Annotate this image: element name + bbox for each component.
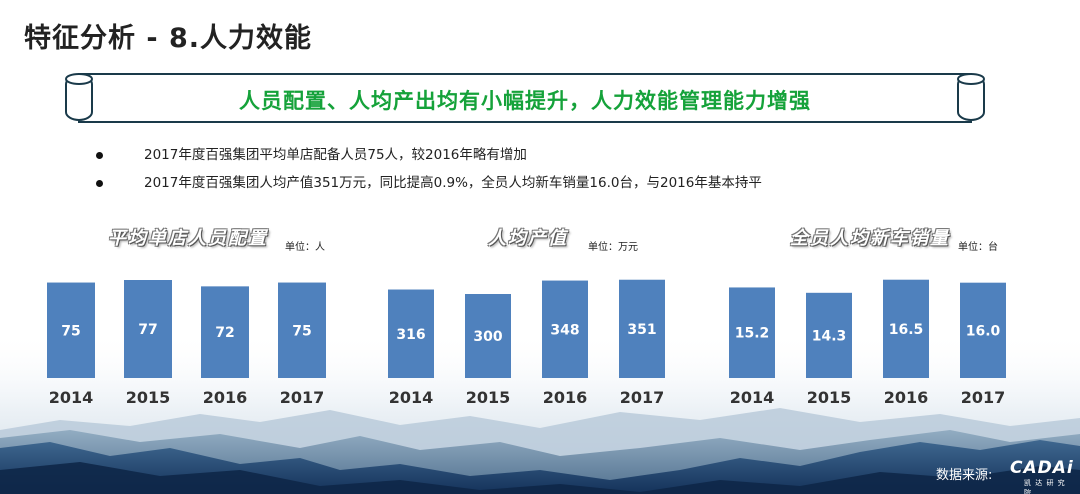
bar-value-label: 316 [396,327,425,343]
logo-wordmark: CADAi [1010,458,1074,478]
bar-1-2015 [465,294,511,378]
category-tick-label: 2017 [961,388,1006,407]
bar-value-label: 348 [550,322,579,338]
category-tick-label: 2016 [884,388,929,407]
bar-value-label: 75 [292,323,311,339]
bar-2-2016 [883,279,929,378]
page-title: 特征分析 - 8.人力效能 [24,23,313,54]
category-tick-label: 2014 [49,388,94,407]
bar-1-2016 [542,280,588,378]
bar-1-2017 [619,279,665,378]
bar-value-label: 351 [627,322,656,338]
category-tick-label: 2016 [543,388,588,407]
bar-value-label: 72 [215,325,234,341]
bar-value-label: 75 [61,323,80,339]
category-tick-label: 2016 [203,388,248,407]
bar-0-2017 [278,282,326,378]
bullet-dot-icon [96,180,103,187]
bar-value-label: 16.5 [889,322,924,338]
bullet-text: 2017年度百强集团平均单店配备人员75人，较2016年略有增加 [144,147,527,163]
chart-title-output: 人均产值 [488,228,568,249]
bar-value-label: 16.0 [966,323,1001,339]
bullet-text: 2017年度百强集团人均产值351万元，同比提高0.9%，全员人均新车销量16.… [144,175,762,191]
bar-0-2014 [47,282,95,378]
bar-value-label: 300 [473,329,502,345]
category-tick-label: 2015 [126,388,171,407]
category-tick-label: 2014 [730,388,775,407]
banner-text: 人员配置、人均产出均有小幅提升，人力效能管理能力增强 [239,89,811,113]
bar-value-label: 15.2 [735,326,770,342]
chart-title-sales: 全员人均新车销量 [790,228,950,249]
category-tick-label: 2017 [620,388,665,407]
logo-subtitle: 凯 达 研 究 院 [1024,479,1066,494]
scroll-frame [65,73,985,123]
data-source-label: 数据来源: [936,468,993,483]
cadai-logo: CADAi 凯 达 研 究 院 [1008,456,1074,494]
bar-2-2014 [729,287,775,378]
category-tick-label: 2015 [466,388,511,407]
chart-unit-output: 单位：万元 [588,242,638,253]
chart-unit-staff: 单位：人 [285,242,325,253]
category-tick-label: 2014 [389,388,434,407]
chart-title-staff: 平均单店人员配置 [108,228,268,249]
category-tick-label: 2015 [807,388,852,407]
bar-2-2015 [806,292,852,378]
bar-value-label: 14.3 [812,328,847,344]
bullet-dot-icon [96,152,103,159]
bar-0-2016 [201,286,249,378]
chart-unit-sales: 单位：台 [958,242,998,253]
bar-value-label: 77 [138,322,157,338]
category-tick-label: 2017 [280,388,325,407]
bar-0-2015 [124,280,172,378]
bar-1-2014 [388,289,434,378]
headline-banner: 人员配置、人均产出均有小幅提升，人力效能管理能力增强 [62,70,988,126]
bar-2-2017 [960,282,1006,378]
